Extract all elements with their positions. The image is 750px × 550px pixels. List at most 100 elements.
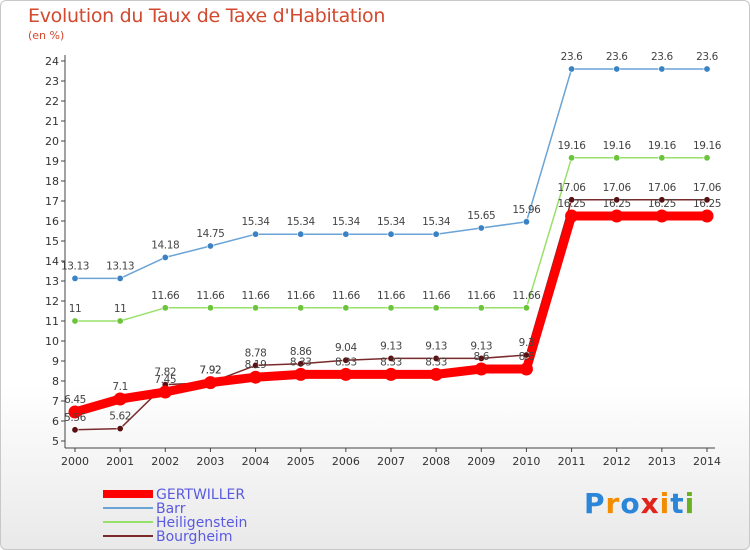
data-point-heiligenstein bbox=[613, 154, 621, 162]
data-label-barr: 14.18 bbox=[151, 239, 179, 251]
data-point-barr bbox=[522, 218, 530, 226]
legend-label-gertwiller: GERTWILLER bbox=[156, 487, 245, 503]
data-label-heiligenstein: 19.16 bbox=[558, 140, 587, 152]
axes: 5 6 7 8 9 10 11 12 13 14 15 16 17 18 19 20 21 22 23 24 2000 2… bbox=[45, 55, 721, 468]
data-label-gertwiller: 16.25 bbox=[558, 198, 586, 210]
y-tick-label: 17 bbox=[45, 195, 59, 208]
data-point-bourgheim bbox=[387, 354, 395, 362]
data-label-heiligenstein: 11.66 bbox=[151, 290, 180, 302]
data-point-heiligenstein bbox=[432, 304, 440, 312]
data-point-heiligenstein bbox=[206, 304, 214, 312]
y-tick-label: 16 bbox=[45, 215, 59, 228]
y-tick-label: 23 bbox=[45, 75, 59, 88]
data-label-bourgheim: 5.62 bbox=[109, 411, 131, 423]
data-label-barr: 15.34 bbox=[287, 216, 316, 228]
data-point-gertwiller bbox=[700, 209, 714, 223]
proxiti-logo: Proxiti bbox=[584, 487, 695, 520]
data-point-heiligenstein bbox=[703, 154, 711, 162]
data-label-bourgheim: 8.86 bbox=[290, 346, 312, 358]
data-label-gertwiller: 8.33 bbox=[425, 356, 447, 368]
data-label-gertwiller: 7.92 bbox=[200, 365, 222, 377]
data-point-barr bbox=[206, 242, 214, 250]
data-label-barr: 23.6 bbox=[696, 51, 718, 63]
data-point-bourgheim bbox=[703, 196, 711, 204]
data-label-barr: 15.96 bbox=[512, 204, 541, 216]
data-point-heiligenstein bbox=[297, 304, 305, 312]
data-label-barr: 15.34 bbox=[242, 216, 271, 228]
data-label-gertwiller: 16.25 bbox=[648, 198, 676, 210]
data-label-bourgheim: 5.56 bbox=[64, 412, 86, 424]
logo-letter: P bbox=[584, 487, 606, 520]
x-tick-label: 2010 bbox=[512, 455, 540, 468]
y-tick-label: 5 bbox=[52, 435, 59, 448]
data-point-heiligenstein bbox=[71, 317, 79, 325]
data-point-bourgheim bbox=[432, 354, 440, 362]
value-labels: 13.13 13.13 14.18 14.75 15.34 15.34 15.34 15.34… bbox=[61, 51, 722, 424]
data-point-barr bbox=[387, 230, 395, 238]
data-point-heiligenstein bbox=[161, 304, 169, 312]
data-label-barr: 13.13 bbox=[106, 260, 134, 272]
data-point-heiligenstein bbox=[658, 154, 666, 162]
data-point-gertwiller bbox=[655, 209, 669, 223]
chart-title: Evolution du Taux de Taxe d'Habitation bbox=[28, 5, 386, 27]
data-label-gertwiller: 8.33 bbox=[290, 356, 312, 368]
series-points bbox=[68, 65, 714, 434]
data-label-gertwiller: 8.6 bbox=[474, 351, 490, 363]
data-point-bourgheim bbox=[342, 356, 350, 364]
y-tick-label: 19 bbox=[45, 155, 59, 168]
data-point-barr bbox=[252, 230, 260, 238]
x-tick-label: 2014 bbox=[693, 455, 721, 468]
data-label-barr: 14.75 bbox=[196, 228, 224, 240]
data-label-bourgheim: 9.3 bbox=[519, 337, 535, 349]
x-tick-label: 2001 bbox=[106, 455, 134, 468]
logo-letter: t bbox=[670, 487, 685, 520]
data-label-heiligenstein: 19.16 bbox=[603, 140, 632, 152]
data-point-bourgheim bbox=[297, 360, 305, 368]
logo-letter: r bbox=[605, 487, 621, 520]
logo-letter: i bbox=[684, 487, 696, 520]
data-point-heiligenstein bbox=[342, 304, 350, 312]
data-point-gertwiller bbox=[384, 367, 398, 381]
legend-label-heiligenstein: Heiligenstein bbox=[156, 515, 247, 531]
data-point-gertwiller bbox=[113, 392, 127, 406]
unit-label: (en %) bbox=[28, 29, 65, 42]
y-tick-label: 10 bbox=[45, 335, 59, 348]
data-label-bourgheim: 7.82 bbox=[154, 367, 176, 379]
data-label-gertwiller: 16.25 bbox=[693, 198, 721, 210]
data-label-heiligenstein: 19.16 bbox=[648, 140, 677, 152]
data-label-bourgheim: 9.04 bbox=[335, 342, 357, 354]
y-tick-label: 21 bbox=[45, 115, 59, 128]
data-label-heiligenstein: 11.66 bbox=[422, 290, 451, 302]
x-tick-label: 2000 bbox=[61, 455, 89, 468]
data-label-gertwiller: 8.33 bbox=[380, 356, 402, 368]
data-label-heiligenstein: 11.66 bbox=[467, 290, 496, 302]
data-label-gertwiller: 16.25 bbox=[603, 198, 631, 210]
logo-letter: o bbox=[620, 487, 641, 520]
data-point-heiligenstein bbox=[252, 304, 260, 312]
x-tick-label: 2012 bbox=[603, 455, 631, 468]
data-point-barr bbox=[703, 65, 711, 73]
data-point-barr bbox=[613, 65, 621, 73]
data-point-bourgheim bbox=[252, 361, 260, 369]
data-point-bourgheim bbox=[568, 196, 576, 204]
data-point-barr bbox=[432, 230, 440, 238]
y-tick-label: 13 bbox=[45, 275, 59, 288]
y-tick-label: 14 bbox=[45, 255, 59, 268]
data-label-bourgheim: 17.06 bbox=[693, 182, 722, 194]
data-point-barr bbox=[342, 230, 350, 238]
y-tick-label: 15 bbox=[45, 235, 59, 248]
data-point-barr bbox=[297, 230, 305, 238]
y-tick-label: 7 bbox=[52, 395, 59, 408]
y-tick-label: 11 bbox=[45, 315, 59, 328]
data-point-bourgheim bbox=[71, 426, 79, 434]
data-label-heiligenstein: 11 bbox=[114, 303, 127, 315]
data-point-heiligenstein bbox=[387, 304, 395, 312]
data-point-barr bbox=[658, 65, 666, 73]
data-label-bourgheim: 7.92 bbox=[200, 365, 222, 377]
data-label-barr: 15.34 bbox=[377, 216, 406, 228]
data-label-gertwiller: 6.45 bbox=[64, 394, 86, 406]
data-point-gertwiller bbox=[474, 362, 488, 376]
data-label-bourgheim: 9.13 bbox=[470, 340, 492, 352]
data-point-gertwiller bbox=[565, 209, 579, 223]
